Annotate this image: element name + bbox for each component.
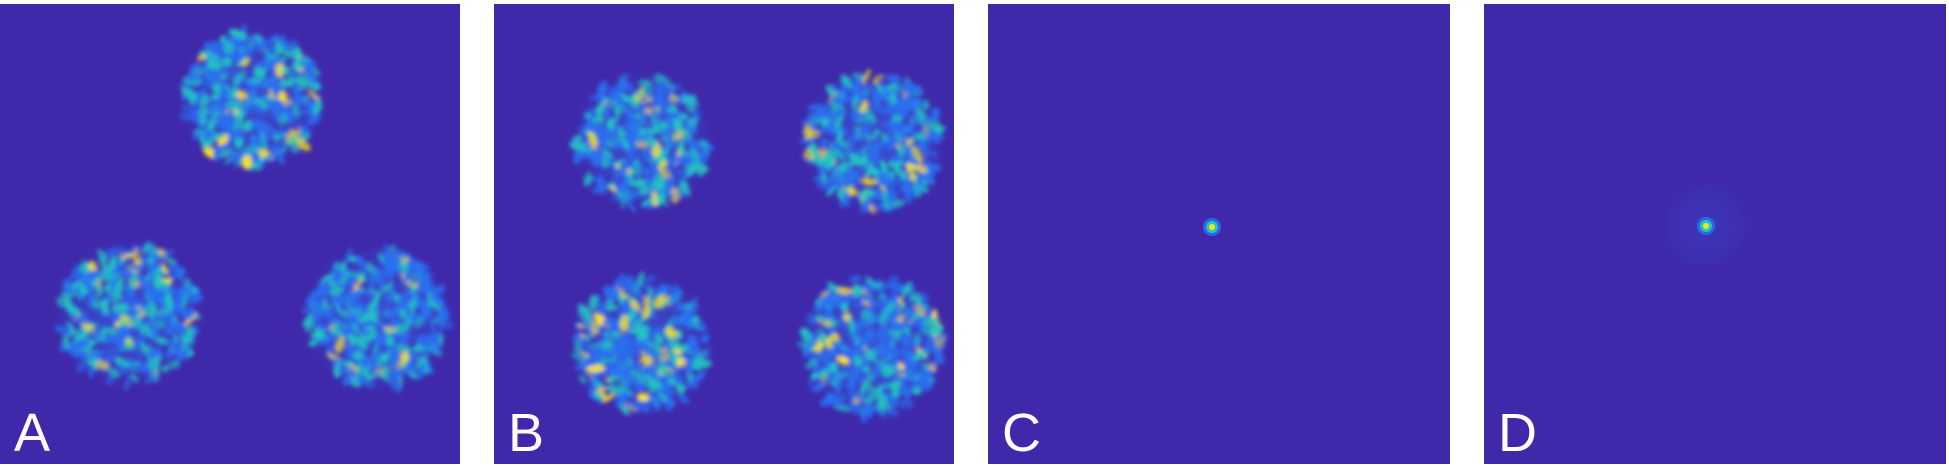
- panel-c-label: C: [1002, 403, 1041, 463]
- panel-a-image: [46, 20, 460, 400]
- panel-a: A: [0, 4, 460, 464]
- panel-d-focal-spot: [1654, 174, 1758, 278]
- panel-b-speckle-disc: [562, 266, 722, 426]
- panel-b-speckle-disc: [790, 264, 954, 428]
- panel-c-image: [1203, 218, 1221, 236]
- panel-b: B: [494, 4, 954, 464]
- panel-a-speckle-disc: [46, 232, 210, 396]
- panel-c: C: [988, 4, 1450, 464]
- panel-a-speckle-disc: [296, 236, 460, 400]
- panel-c-focal-spot: [1203, 218, 1221, 236]
- panel-d: D: [1484, 4, 1946, 464]
- panel-a-speckle-disc: [172, 20, 332, 180]
- panel-d-label: D: [1498, 403, 1537, 463]
- panel-a-label: A: [14, 403, 51, 463]
- panel-b-image: [562, 62, 954, 428]
- panel-b-speckle-disc: [564, 64, 720, 220]
- panel-b-label: B: [508, 403, 545, 463]
- panel-b-speckle-disc: [794, 62, 954, 222]
- panel-d-image: [1654, 174, 1758, 278]
